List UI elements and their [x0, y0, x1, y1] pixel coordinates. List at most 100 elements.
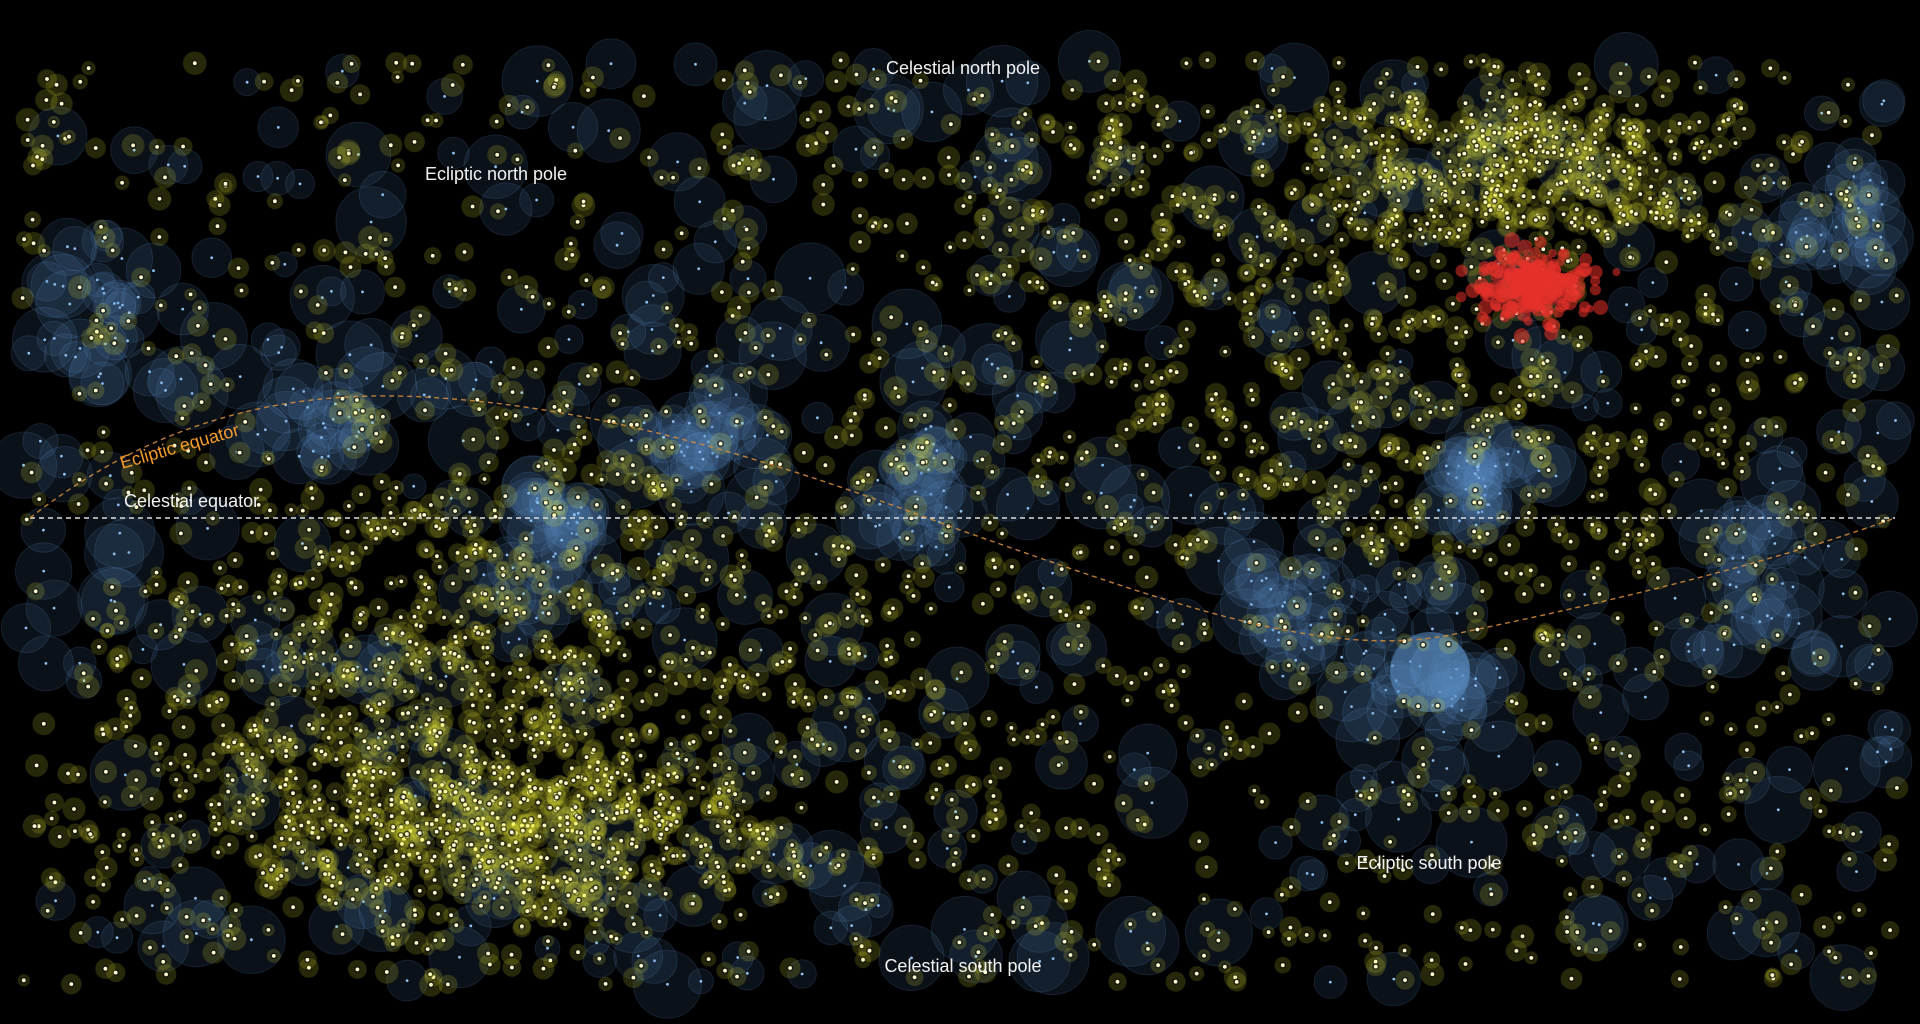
- yellow-object: [899, 530, 915, 547]
- yellow-object: [951, 360, 976, 385]
- yellow-object: [1172, 234, 1186, 249]
- yellow-object: [559, 886, 578, 905]
- yellow-object: [841, 599, 856, 614]
- red-object: [1493, 245, 1507, 259]
- yellow-object: [1786, 374, 1805, 392]
- yellow-object: [711, 281, 733, 303]
- yellow-object: [1039, 114, 1056, 131]
- blue-object: [1354, 365, 1417, 429]
- yellow-object: [129, 851, 145, 867]
- yellow-object: [821, 740, 838, 757]
- yellow-object: [570, 841, 589, 860]
- yellow-object: [892, 128, 914, 150]
- yellow-object: [453, 279, 477, 302]
- yellow-object: [632, 84, 656, 108]
- yellow-object: [1668, 471, 1685, 488]
- yellow-object: [1298, 791, 1318, 811]
- yellow-object: [878, 162, 895, 179]
- yellow-object: [1463, 417, 1483, 436]
- yellow-object: [1844, 537, 1868, 561]
- yellow-object: [291, 625, 308, 643]
- yellow-object: [1218, 960, 1232, 974]
- yellow-object: [37, 69, 57, 89]
- yellow-object: [758, 783, 778, 803]
- blue-object: [79, 262, 115, 298]
- yellow-object: [1534, 815, 1558, 839]
- yellow-object: [1618, 744, 1641, 768]
- yellow-object: [867, 69, 888, 89]
- yellow-object: [62, 797, 86, 821]
- yellow-object: [15, 107, 40, 132]
- yellow-object: [212, 690, 231, 709]
- yellow-object: [1819, 779, 1843, 802]
- yellow-object: [1462, 720, 1481, 740]
- yellow-object: [1054, 880, 1078, 904]
- yellow-object: [1254, 794, 1270, 810]
- yellow-object: [501, 665, 518, 682]
- yellow-object: [952, 935, 967, 950]
- yellow-object: [859, 353, 880, 374]
- yellow-object: [1124, 917, 1137, 931]
- yellow-object: [1666, 150, 1683, 166]
- yellow-object: [94, 844, 111, 861]
- yellow-object: [527, 481, 542, 496]
- yellow-object: [1282, 817, 1301, 837]
- yellow-object: [1449, 203, 1473, 228]
- yellow-object: [1066, 613, 1091, 638]
- yellow-object: [1337, 853, 1357, 873]
- yellow-object: [748, 340, 763, 355]
- yellow-object: [904, 495, 928, 519]
- yellow-object: [150, 762, 166, 778]
- yellow-object: [254, 72, 274, 91]
- yellow-object: [1121, 694, 1134, 707]
- yellow-object: [1084, 191, 1103, 209]
- yellow-object: [1535, 482, 1552, 499]
- yellow-object: [1748, 592, 1762, 606]
- yellow-object: [1644, 902, 1660, 919]
- yellow-object: [1681, 191, 1697, 206]
- yellow-object: [306, 633, 322, 649]
- yellow-object: [762, 280, 783, 301]
- yellow-object: [989, 923, 1006, 940]
- yellow-object: [1849, 290, 1871, 311]
- yellow-object: [387, 524, 401, 538]
- yellow-object: [1834, 187, 1848, 201]
- blue-object: [1697, 56, 1736, 94]
- yellow-object: [1422, 118, 1438, 134]
- blue-object: [1532, 740, 1582, 789]
- yellow-object: [650, 337, 668, 356]
- yellow-object: [1165, 971, 1186, 992]
- yellow-object: [1163, 697, 1180, 714]
- yellow-object: [995, 527, 1009, 540]
- yellow-object: [1356, 906, 1371, 921]
- yellow-object: [1628, 551, 1647, 570]
- blue-object: [217, 905, 286, 974]
- yellow-object: [980, 513, 999, 532]
- yellow-object: [120, 785, 142, 807]
- yellow-object: [1324, 244, 1340, 260]
- yellow-object: [1287, 596, 1307, 616]
- yellow-object: [903, 630, 921, 648]
- yellow-object: [686, 551, 707, 573]
- yellow-object: [1062, 430, 1077, 444]
- yellow-object: [1316, 315, 1331, 331]
- yellow-object: [1429, 252, 1447, 270]
- yellow-object: [1073, 450, 1090, 467]
- yellow-object: [431, 487, 453, 508]
- yellow-object: [1799, 788, 1821, 810]
- yellow-object: [182, 51, 207, 76]
- yellow-object: [1200, 450, 1217, 466]
- yellow-object: [1254, 276, 1274, 295]
- yellow-object: [669, 473, 684, 487]
- yellow-object: [1114, 794, 1133, 813]
- yellow-object: [291, 242, 306, 258]
- yellow-object: [342, 889, 363, 910]
- yellow-object: [227, 257, 250, 279]
- yellow-object: [1026, 818, 1051, 843]
- yellow-object: [467, 389, 488, 410]
- yellow-object: [1470, 237, 1494, 261]
- yellow-object: [337, 362, 354, 379]
- yellow-object: [561, 304, 576, 319]
- yellow-object: [352, 606, 370, 623]
- blue-object: [1706, 905, 1762, 961]
